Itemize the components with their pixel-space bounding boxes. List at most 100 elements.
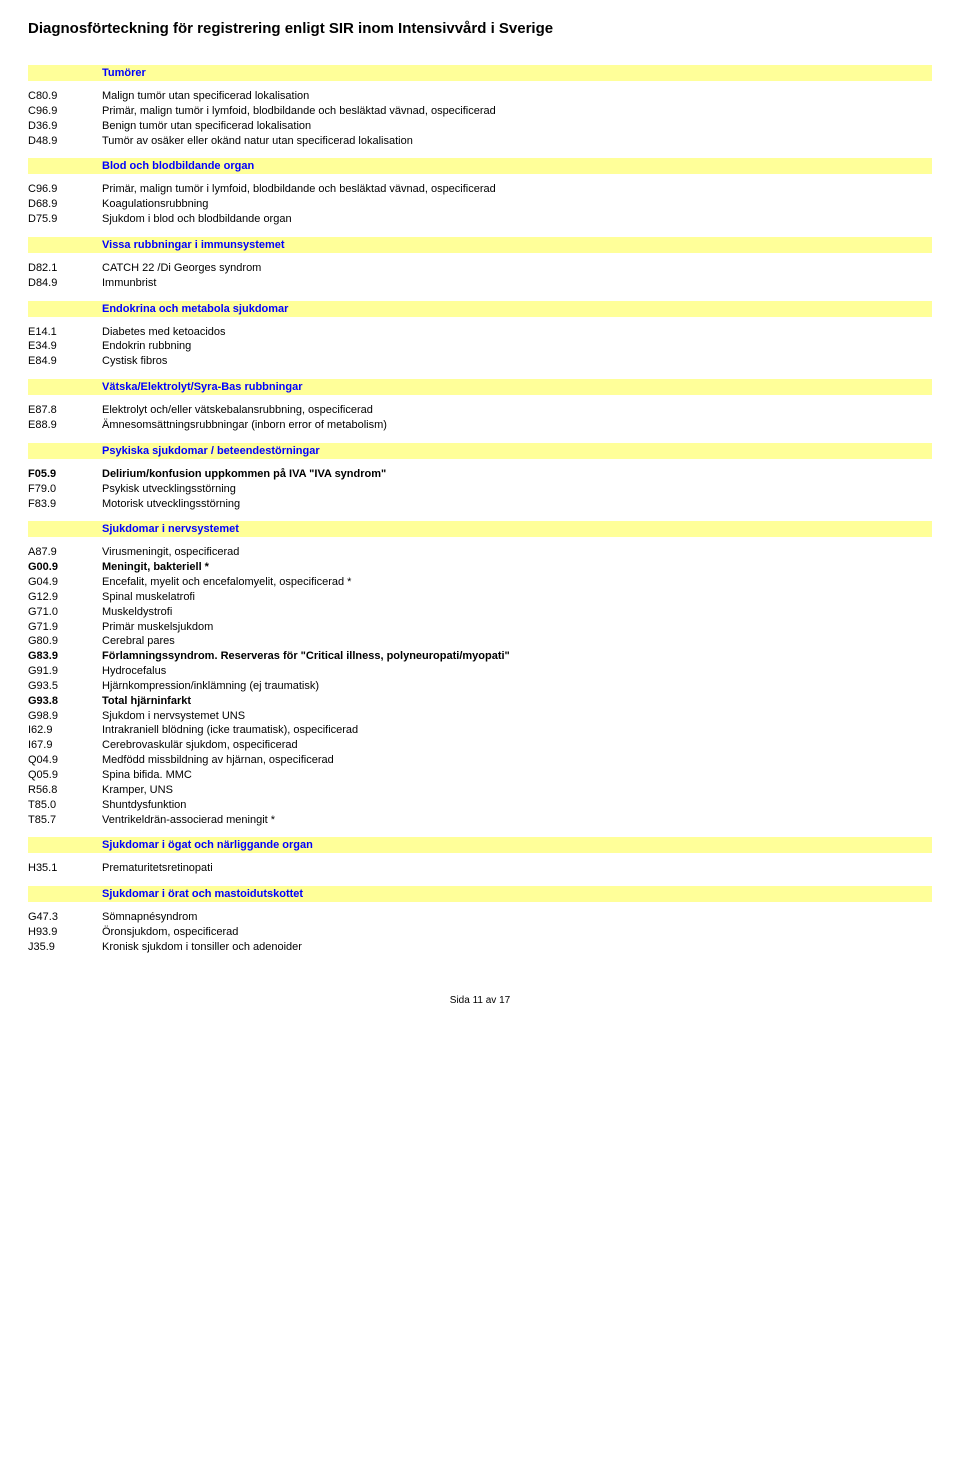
sections-container: Tumörer C80.9Malign tumör utan specificer… xyxy=(28,65,932,955)
diagnosis-code: Q04.9 xyxy=(28,753,102,768)
diagnosis-description: Cerebral pares xyxy=(102,634,932,649)
diagnosis-row: J35.9Kronisk sjukdom i tonsiller och ade… xyxy=(28,940,932,955)
diagnosis-code: Q05.9 xyxy=(28,768,102,783)
diagnosis-code: G04.9 xyxy=(28,575,102,590)
diagnosis-description: Diabetes med ketoacidos xyxy=(102,325,932,340)
diagnosis-description: Förlamningssyndrom. Reserveras för "Crit… xyxy=(102,649,932,664)
diagnosis-description: Sjukdom i nervsystemet UNS xyxy=(102,709,932,724)
diagnosis-description: Ventrikeldrän-associerad meningit * xyxy=(102,813,932,828)
section-header: Tumörer xyxy=(28,65,932,81)
section-header: Vissa rubbningar i immunsystemet xyxy=(28,237,932,253)
diagnosis-code: G93.5 xyxy=(28,679,102,694)
diagnosis-row: E34.9Endokrin rubbning xyxy=(28,339,932,354)
diagnosis-description: Malign tumör utan specificerad lokalisat… xyxy=(102,89,932,104)
diagnosis-description: Primär, malign tumör i lymfoid, blodbild… xyxy=(102,104,932,119)
diagnosis-code: E14.1 xyxy=(28,325,102,340)
diagnosis-row: C96.9Primär, malign tumör i lymfoid, blo… xyxy=(28,182,932,197)
diagnosis-row: G71.0Muskeldystrofi xyxy=(28,605,932,620)
diagnosis-code: G71.9 xyxy=(28,620,102,635)
diagnosis-description: Spina bifida. MMC xyxy=(102,768,932,783)
diagnosis-code: I62.9 xyxy=(28,723,102,738)
diagnosis-code: D68.9 xyxy=(28,197,102,212)
section-header: Psykiska sjukdomar / beteendestörningar xyxy=(28,443,932,459)
diagnosis-row: Q05.9Spina bifida. MMC xyxy=(28,768,932,783)
diagnosis-code: F05.9 xyxy=(28,467,102,482)
diagnosis-row: D84.9Immunbrist xyxy=(28,276,932,291)
diagnosis-code: E34.9 xyxy=(28,339,102,354)
section-header: Blod och blodbildande organ xyxy=(28,158,932,174)
diagnosis-code: C96.9 xyxy=(28,104,102,119)
diagnosis-code: E87.8 xyxy=(28,403,102,418)
diagnosis-row: F79.0Psykisk utvecklingsstörning xyxy=(28,482,932,497)
diagnosis-description: Total hjärninfarkt xyxy=(102,694,932,709)
diagnosis-code: E88.9 xyxy=(28,418,102,433)
diagnosis-row: E88.9Ämnesomsättningsrubbningar (inborn … xyxy=(28,418,932,433)
diagnosis-code: J35.9 xyxy=(28,940,102,955)
diagnosis-row: R56.8Kramper, UNS xyxy=(28,783,932,798)
diagnosis-row: H35.1Prematuritetsretinopati xyxy=(28,861,932,876)
diagnosis-description: Hydrocefalus xyxy=(102,664,932,679)
diagnosis-code: G71.0 xyxy=(28,605,102,620)
diagnosis-code: R56.8 xyxy=(28,783,102,798)
diagnosis-row: Q04.9Medfödd missbildning av hjärnan, os… xyxy=(28,753,932,768)
diagnosis-description: Primär muskelsjukdom xyxy=(102,620,932,635)
diagnosis-description: Koagulationsrubbning xyxy=(102,197,932,212)
diagnosis-code: H93.9 xyxy=(28,925,102,940)
diagnosis-description: Hjärnkompression/inklämning (ej traumati… xyxy=(102,679,932,694)
diagnosis-code: G00.9 xyxy=(28,560,102,575)
diagnosis-row: G93.8Total hjärninfarkt xyxy=(28,694,932,709)
diagnosis-code: I67.9 xyxy=(28,738,102,753)
diagnosis-description: Motorisk utvecklingsstörning xyxy=(102,497,932,512)
diagnosis-row: G47.3Sömnapnésyndrom xyxy=(28,910,932,925)
diagnosis-row: G12.9Spinal muskelatrofi xyxy=(28,590,932,605)
diagnosis-row: G93.5Hjärnkompression/inklämning (ej tra… xyxy=(28,679,932,694)
diagnosis-row: D82.1CATCH 22 /Di Georges syndrom xyxy=(28,261,932,276)
diagnosis-description: Benign tumör utan specificerad lokalisat… xyxy=(102,119,932,134)
diagnosis-row: C96.9Primär, malign tumör i lymfoid, blo… xyxy=(28,104,932,119)
diagnosis-code: H35.1 xyxy=(28,861,102,876)
section-header: Sjukdomar i nervsystemet xyxy=(28,521,932,537)
diagnosis-description: Immunbrist xyxy=(102,276,932,291)
diagnosis-description: Intrakraniell blödning (icke traumatisk)… xyxy=(102,723,932,738)
diagnosis-row: E14.1Diabetes med ketoacidos xyxy=(28,325,932,340)
diagnosis-description: Cystisk fibros xyxy=(102,354,932,369)
diagnosis-description: Spinal muskelatrofi xyxy=(102,590,932,605)
diagnosis-description: Öronsjukdom, ospecificerad xyxy=(102,925,932,940)
diagnosis-row: T85.0Shuntdysfunktion xyxy=(28,798,932,813)
diagnosis-code: T85.0 xyxy=(28,798,102,813)
diagnosis-description: Encefalit, myelit och encefalomyelit, os… xyxy=(102,575,932,590)
section-header: Sjukdomar i örat och mastoidutskottet xyxy=(28,886,932,902)
diagnosis-description: Sömnapnésyndrom xyxy=(102,910,932,925)
diagnosis-code: F83.9 xyxy=(28,497,102,512)
diagnosis-row: F05.9Delirium/konfusion uppkommen på IVA… xyxy=(28,467,932,482)
diagnosis-row: I67.9Cerebrovaskulär sjukdom, ospecifice… xyxy=(28,738,932,753)
page-footer: Sida 11 av 17 xyxy=(28,995,932,1006)
section-header: Sjukdomar i ögat och närliggande organ xyxy=(28,837,932,853)
diagnosis-description: Ämnesomsättningsrubbningar (inborn error… xyxy=(102,418,932,433)
diagnosis-code: D48.9 xyxy=(28,134,102,149)
diagnosis-code: D36.9 xyxy=(28,119,102,134)
diagnosis-description: Tumör av osäker eller okänd natur utan s… xyxy=(102,134,932,149)
diagnosis-description: Meningit, bakteriell * xyxy=(102,560,932,575)
diagnosis-row: G91.9Hydrocefalus xyxy=(28,664,932,679)
diagnosis-row: D75.9Sjukdom i blod och blodbildande org… xyxy=(28,212,932,227)
diagnosis-description: Prematuritetsretinopati xyxy=(102,861,932,876)
diagnosis-code: E84.9 xyxy=(28,354,102,369)
diagnosis-row: I62.9Intrakraniell blödning (icke trauma… xyxy=(28,723,932,738)
section-header: Endokrina och metabola sjukdomar xyxy=(28,301,932,317)
document-title: Diagnosförteckning för registrering enli… xyxy=(28,20,932,37)
diagnosis-row: D36.9Benign tumör utan specificerad loka… xyxy=(28,119,932,134)
diagnosis-row: E87.8Elektrolyt och/eller vätskebalansru… xyxy=(28,403,932,418)
diagnosis-row: G80.9Cerebral pares xyxy=(28,634,932,649)
diagnosis-row: C80.9Malign tumör utan specificerad loka… xyxy=(28,89,932,104)
diagnosis-description: Cerebrovaskulär sjukdom, ospecificerad xyxy=(102,738,932,753)
diagnosis-row: T85.7Ventrikeldrän-associerad meningit * xyxy=(28,813,932,828)
diagnosis-description: Elektrolyt och/eller vätskebalansrubbnin… xyxy=(102,403,932,418)
diagnosis-row: E84.9Cystisk fibros xyxy=(28,354,932,369)
diagnosis-description: Virusmeningit, ospecificerad xyxy=(102,545,932,560)
diagnosis-description: Kronisk sjukdom i tonsiller och adenoide… xyxy=(102,940,932,955)
diagnosis-code: D84.9 xyxy=(28,276,102,291)
diagnosis-code: G12.9 xyxy=(28,590,102,605)
diagnosis-description: CATCH 22 /Di Georges syndrom xyxy=(102,261,932,276)
diagnosis-row: G98.9Sjukdom i nervsystemet UNS xyxy=(28,709,932,724)
